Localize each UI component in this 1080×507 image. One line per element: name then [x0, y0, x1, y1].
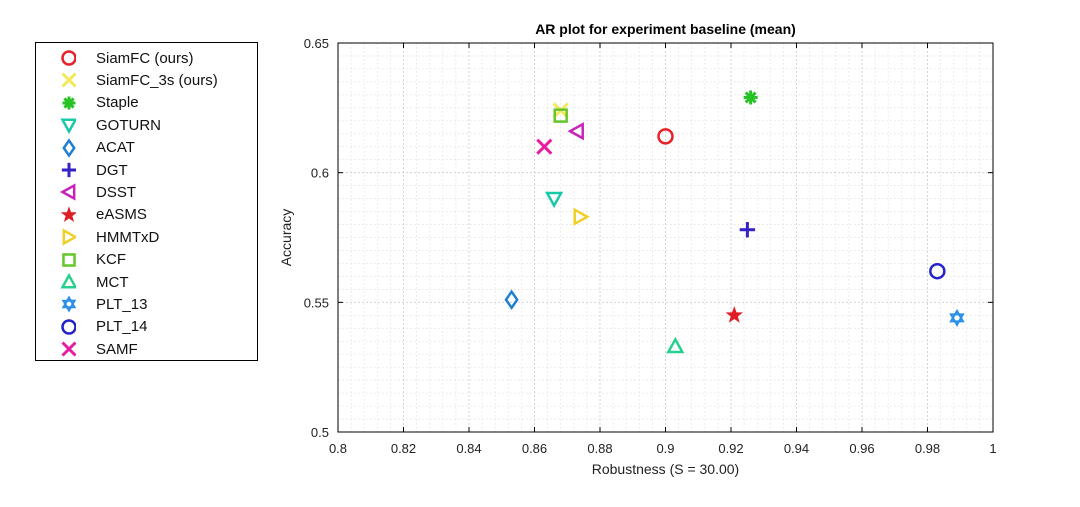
x-tick-label: 0.84	[456, 441, 481, 456]
x-tick-label: 0.82	[391, 441, 416, 456]
legend-symbol-samf	[61, 341, 76, 357]
legend-symbol-siamfc-ours	[61, 50, 76, 66]
legend-label: ACAT	[96, 139, 135, 157]
x-tick-label: 0.8	[329, 441, 347, 456]
legend-marker-siamfc-ours	[61, 50, 76, 66]
y-tick-label: 0.5	[311, 425, 329, 440]
legend-label: PLT_13	[96, 295, 148, 313]
data-point-plt-13	[949, 308, 965, 327]
legend-marker-dsst	[59, 183, 76, 202]
legend-symbol-siamfc-3s-ours	[61, 72, 76, 88]
y-tick-label: 0.6	[311, 166, 329, 181]
data-point-siamfc-ours	[657, 128, 674, 145]
legend-marker-samf	[61, 341, 76, 357]
data-point-easms	[725, 306, 744, 323]
legend-symbol-acat	[62, 137, 76, 158]
data-markers	[504, 90, 965, 354]
legend-item-dsst: DSST	[36, 181, 136, 203]
data-point-goturn	[544, 191, 564, 209]
legend-item-siamfc-3s-ours: SiamFC_3s (ours)	[36, 69, 218, 91]
legend-label: SAMF	[96, 340, 138, 358]
x-tick-label: 0.86	[522, 441, 547, 456]
legend-item-staple: Staple	[36, 92, 139, 114]
legend-label: Staple	[96, 94, 139, 112]
legend-label: MCT	[96, 273, 129, 291]
legend-symbol-goturn	[60, 118, 76, 135]
legend-symbol-mct	[60, 272, 76, 289]
legend-marker-dgt	[61, 162, 76, 178]
x-tick-label: 0.96	[849, 441, 874, 456]
legend-label: PLT_14	[96, 318, 148, 336]
legend-symbol-easms	[60, 206, 76, 222]
legend-marker-acat	[62, 137, 76, 158]
legend-marker-hmmtxd	[62, 228, 76, 246]
legend-marker-siamfc-3s-ours	[61, 72, 76, 88]
x-tick-label: 0.92	[718, 441, 743, 456]
legend-item-plt-13: PLT_13	[36, 293, 147, 315]
x-tick-label: 0.98	[915, 441, 940, 456]
legend-marker-mct	[60, 272, 76, 289]
legend-symbol-plt-14	[61, 319, 76, 335]
axis-ticks: 0.8 0.82 0.84 0.86 0.88 0.9 0.92 0.94 0.96 0.98 1 0…	[304, 36, 997, 456]
legend-item-goturn: GOTURN	[36, 114, 161, 136]
legend-symbol-kcf	[62, 252, 76, 267]
data-point-acat	[504, 289, 519, 310]
legend: SiamFC (ours) SiamFC_3s (ours) Staple GOTUR…	[35, 42, 258, 361]
legend-label: DGT	[96, 161, 128, 179]
legend-label: KCF	[96, 251, 126, 269]
legend-symbol-dgt	[61, 162, 76, 178]
legend-marker-staple	[62, 96, 76, 110]
x-tick-label: 0.94	[784, 441, 809, 456]
legend-item-acat: ACAT	[36, 137, 135, 159]
data-point-mct	[666, 336, 685, 354]
legend-symbol-hmmtxd	[62, 228, 76, 246]
chart-title: AR plot for experiment baseline (mean)	[535, 21, 796, 37]
data-point-kcf	[553, 108, 568, 123]
data-point-dsst	[567, 122, 584, 141]
x-tick-label: 1	[989, 441, 996, 456]
legend-marker-plt-13	[61, 295, 76, 313]
data-point-dgt	[739, 222, 756, 238]
legend-item-siamfc-ours: SiamFC (ours)	[36, 47, 194, 69]
legend-item-mct: MCT	[36, 271, 129, 293]
y-tick-label: 0.55	[304, 295, 329, 310]
x-tick-label: 0.88	[587, 441, 612, 456]
y-axis-title: Accuracy	[278, 209, 294, 267]
legend-marker-kcf	[62, 252, 76, 267]
legend-label: SiamFC (ours)	[96, 49, 194, 67]
legend-item-samf: SAMF	[36, 338, 138, 360]
legend-label: DSST	[96, 183, 137, 201]
x-axis-title: Robustness (S = 30.00)	[592, 461, 739, 477]
legend-item-kcf: KCF	[36, 249, 126, 271]
legend-item-plt-14: PLT_14	[36, 316, 147, 338]
legend-symbol-staple	[62, 96, 76, 110]
legend-item-easms: eASMS	[36, 204, 147, 226]
legend-marker-goturn	[60, 118, 76, 135]
y-tick-label: 0.65	[304, 36, 329, 51]
legend-marker-easms	[60, 206, 76, 222]
data-point-plt-14	[929, 262, 946, 280]
legend-item-dgt: DGT	[36, 159, 128, 181]
data-point-hmmtxd	[573, 207, 590, 226]
x-tick-label: 0.9	[656, 441, 674, 456]
data-point-samf	[536, 138, 553, 155]
legend-marker-plt-14	[61, 319, 76, 335]
legend-symbol-dsst	[59, 183, 76, 202]
legend-label: GOTURN	[96, 116, 161, 134]
legend-label: eASMS	[96, 206, 147, 224]
legend-label: HMMTxD	[96, 228, 160, 246]
legend-label: SiamFC_3s (ours)	[96, 71, 218, 89]
legend-item-hmmtxd: HMMTxD	[36, 226, 159, 248]
data-point-staple	[743, 90, 758, 105]
legend-symbol-plt-13	[61, 295, 76, 313]
